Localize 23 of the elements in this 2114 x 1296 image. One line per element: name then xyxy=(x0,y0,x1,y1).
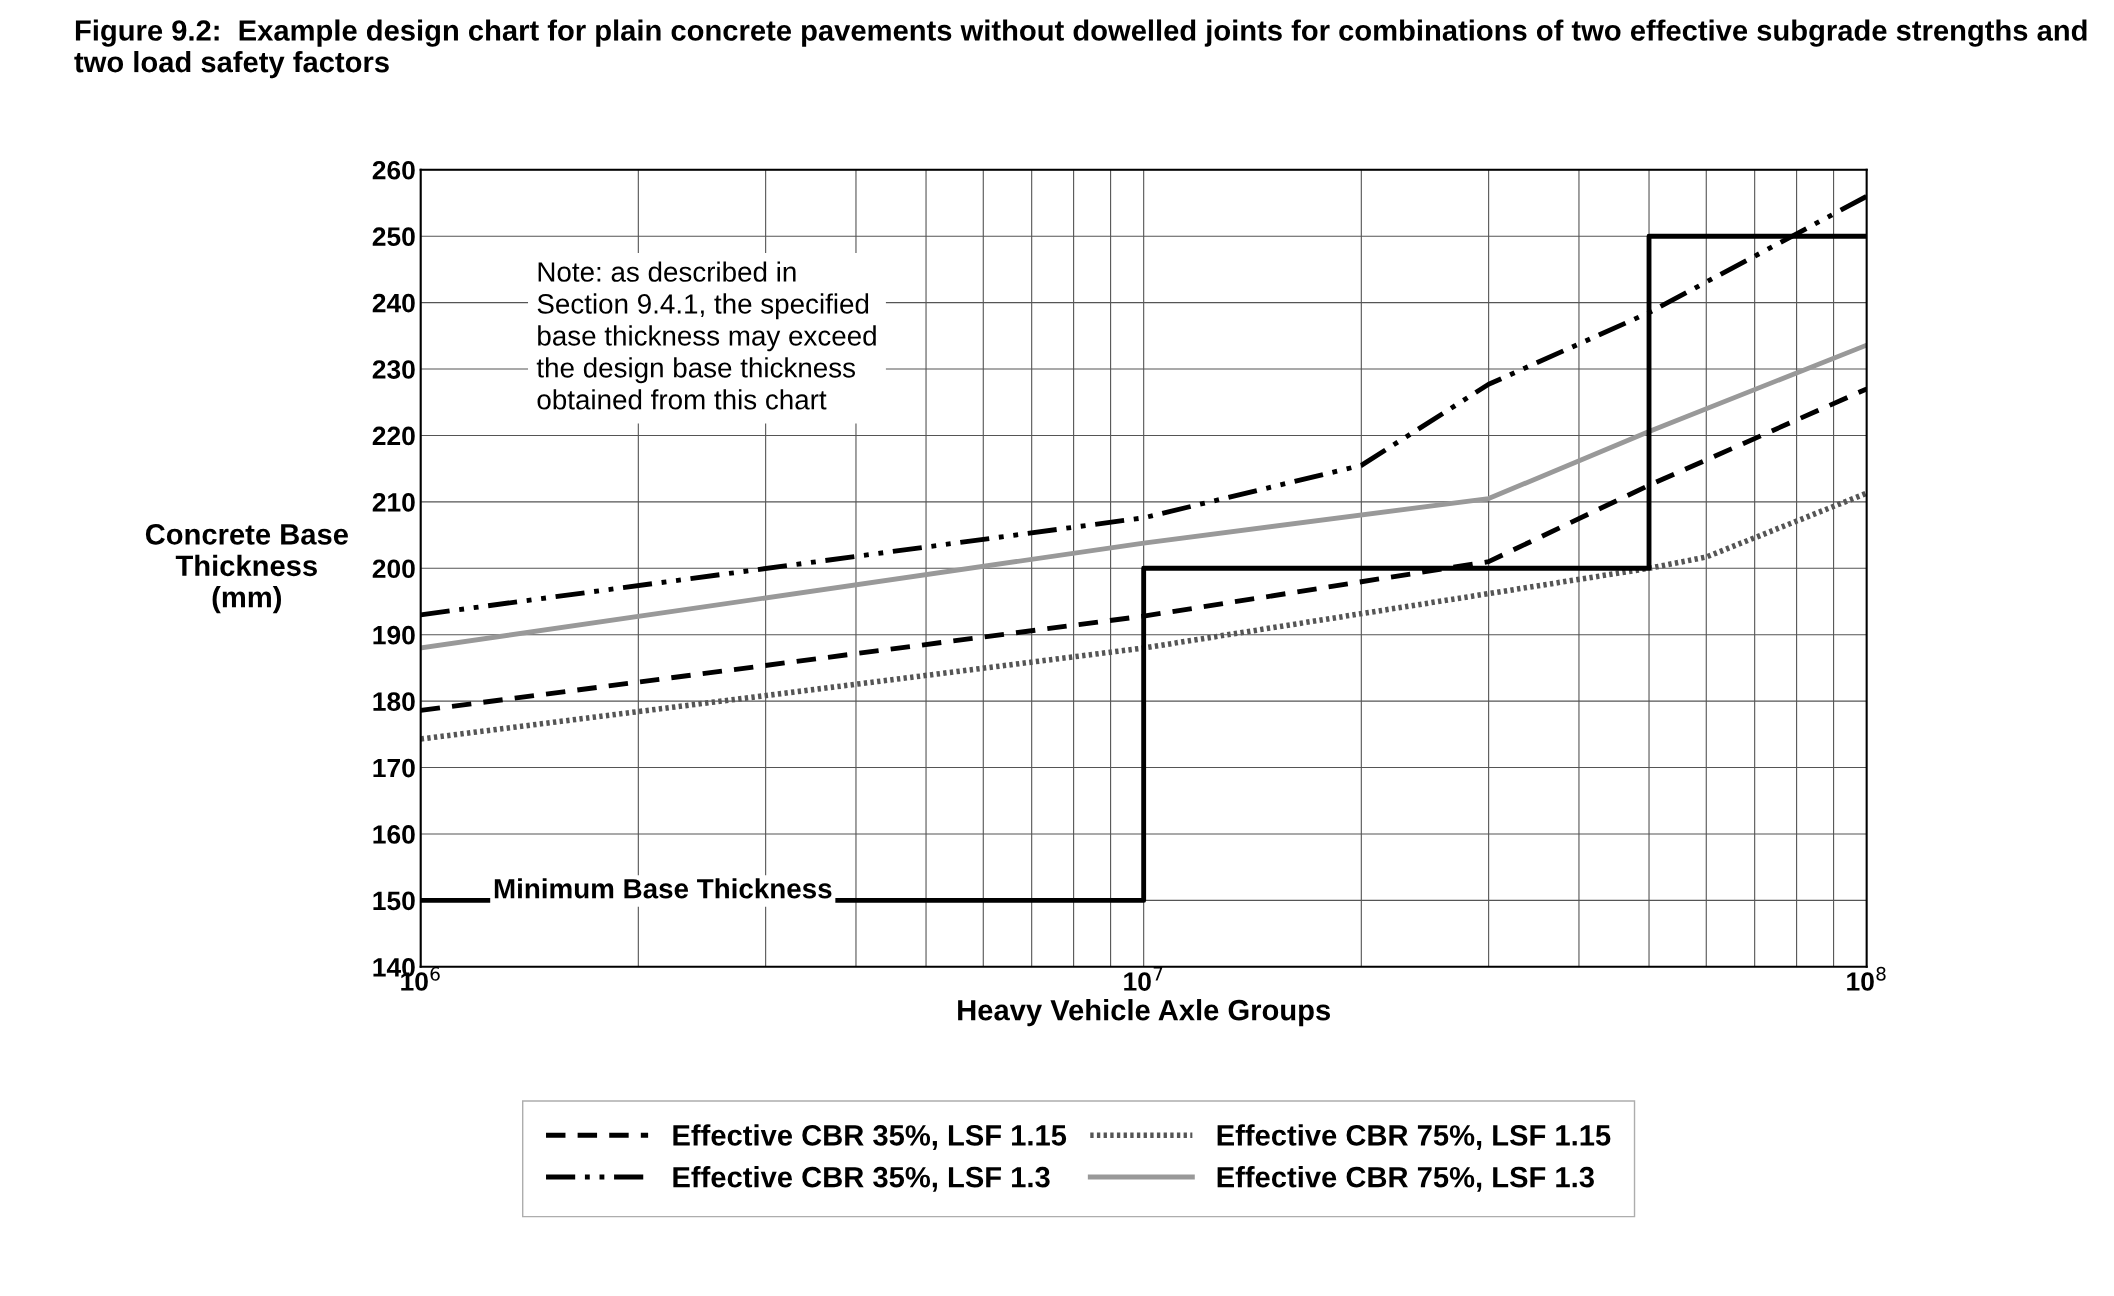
legend-label: Effective CBR 75%, LSF 1.3 xyxy=(1217,1166,1594,1192)
chart-title: Figure 9.2: Example design chart for plain concrete pavements without dowelled joints for combinations of two effective subgrade strengths and two load safety factors xyxy=(74,19,2087,79)
y-tick-label: 260 xyxy=(372,160,415,180)
annotation: Minimum Base Thickness xyxy=(494,878,832,899)
y-tick-label: 180 xyxy=(373,692,415,711)
y-axis-title: Concrete Base Thickness (mm) xyxy=(145,524,348,614)
y-tick-label: 240 xyxy=(372,293,415,313)
y-tick-label: 160 xyxy=(373,825,415,844)
x-tick-label: 10$^{7}$ xyxy=(1124,967,1163,991)
y-tick-label: 200 xyxy=(372,559,415,579)
legend-label: Effective CBR 35%, LSF 1.15 xyxy=(673,1124,1067,1150)
y-tick-label: 170 xyxy=(373,758,415,778)
y-tick-label: 190 xyxy=(373,625,415,645)
y-tick-label: 230 xyxy=(372,360,415,379)
y-tick-label: 220 xyxy=(372,426,415,446)
legend-label: Effective CBR 75%, LSF 1.15 xyxy=(1217,1124,1611,1150)
y-tick-label: 150 xyxy=(373,891,415,911)
annotation: Note: as described in Section 9.4.1, the specified base thickness may exceed the design base thickness obtained from this chart xyxy=(536,261,876,410)
y-tick-label: 250 xyxy=(372,227,415,247)
x-tick-label: 10$^{8}$ xyxy=(1847,966,1886,991)
x-axis-title: Heavy Vehicle Axle Groups xyxy=(958,999,1330,1027)
legend-label: Effective CBR 35%, LSF 1.3 xyxy=(673,1166,1050,1192)
y-tick-label: 210 xyxy=(372,493,415,512)
